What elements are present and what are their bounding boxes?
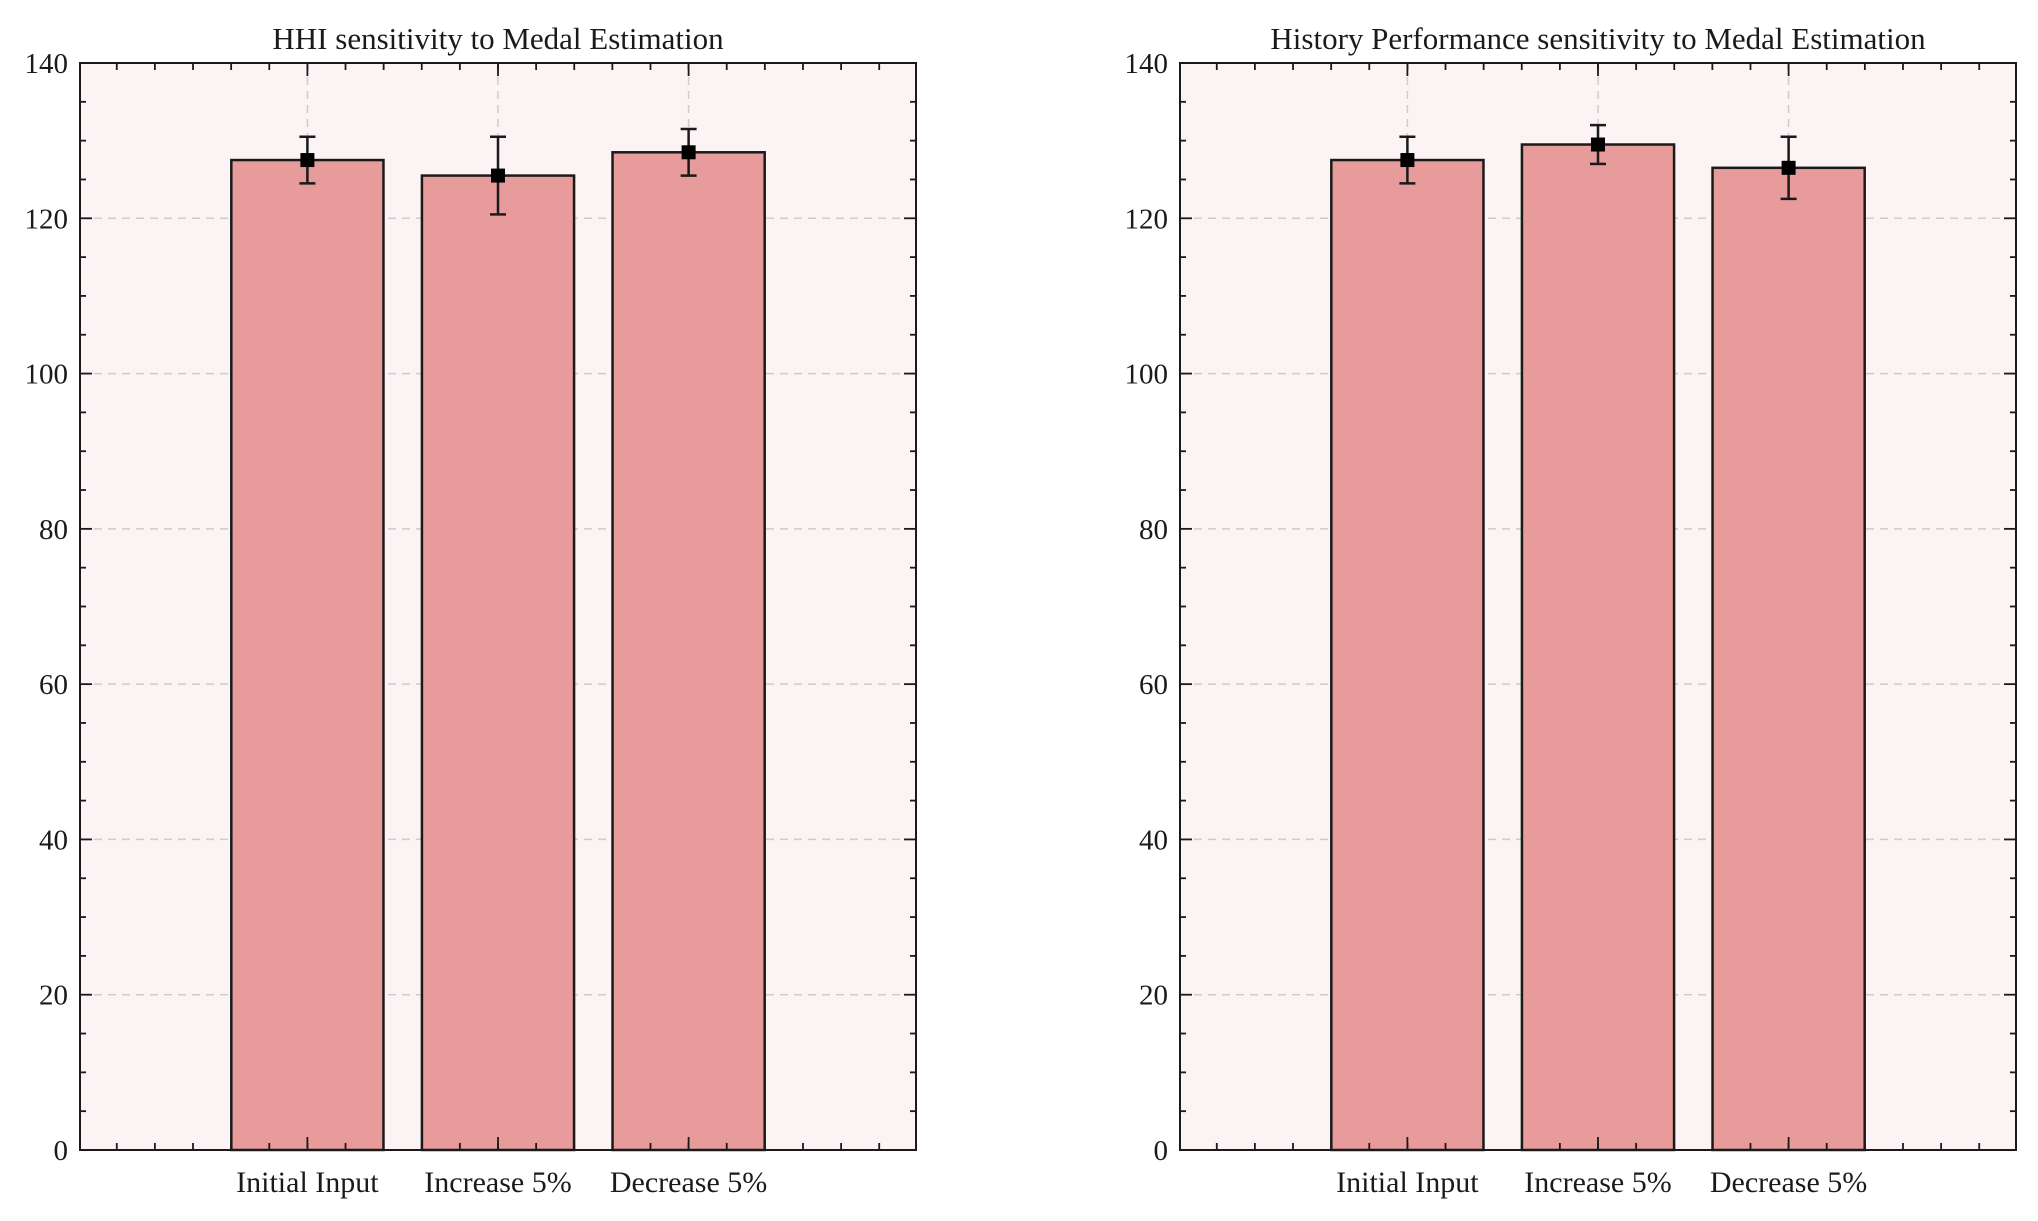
- marker-2: [491, 168, 505, 183]
- x-category-label: Increase 5%: [424, 1166, 571, 1199]
- marker-1: [1400, 153, 1415, 168]
- y-tick-label: 60: [1139, 669, 1168, 701]
- marker-2: [1591, 137, 1605, 152]
- y-tick-label: 0: [1154, 1135, 1169, 1167]
- y-tick-label: 120: [25, 203, 69, 235]
- bar-3: [611, 151, 766, 1152]
- y-tick-label: 100: [1125, 359, 1169, 391]
- chart-title: History Performance sensitivity to Medal…: [1270, 21, 1926, 56]
- bar-1: [230, 158, 385, 1152]
- y-tick-label: 140: [1125, 48, 1169, 80]
- y-tick-label: 0: [54, 1135, 69, 1167]
- x-category-label: Increase 5%: [1524, 1166, 1671, 1199]
- x-category-label: Initial Input: [1336, 1166, 1479, 1199]
- y-tick-label: 140: [25, 48, 69, 80]
- bar-2: [1520, 143, 1676, 1152]
- chart-panel-1: 0 20 40 60 80 100 120 140 Initial Input Increase …: [25, 21, 917, 1199]
- x-category-label: Initial Input: [236, 1166, 379, 1199]
- x-category-label: Decrease 5%: [1710, 1166, 1867, 1199]
- bar-2: [420, 174, 576, 1152]
- chart-title: HHI sensitivity to Medal Estimation: [272, 21, 724, 56]
- y-tick-label: 20: [1139, 980, 1168, 1012]
- y-tick-label: 40: [1139, 824, 1168, 856]
- y-tick-label: 80: [1139, 514, 1168, 546]
- y-tick-label: 120: [1125, 203, 1169, 235]
- marker-3: [681, 145, 696, 160]
- bar-1: [1330, 158, 1485, 1152]
- y-tick-label: 20: [39, 980, 68, 1012]
- marker-3: [1781, 160, 1796, 175]
- y-tick-label: 80: [39, 514, 68, 546]
- y-tick-label: 60: [39, 669, 68, 701]
- y-tick-label: 100: [25, 359, 69, 391]
- y-tick-label: 40: [39, 824, 68, 856]
- chart-panel-2: 0 20 40 60 80 100 120 140 Initial Input Increase …: [1125, 21, 2017, 1199]
- marker-1: [300, 153, 315, 168]
- bar-3: [1711, 166, 1866, 1152]
- x-category-label: Decrease 5%: [610, 1166, 767, 1199]
